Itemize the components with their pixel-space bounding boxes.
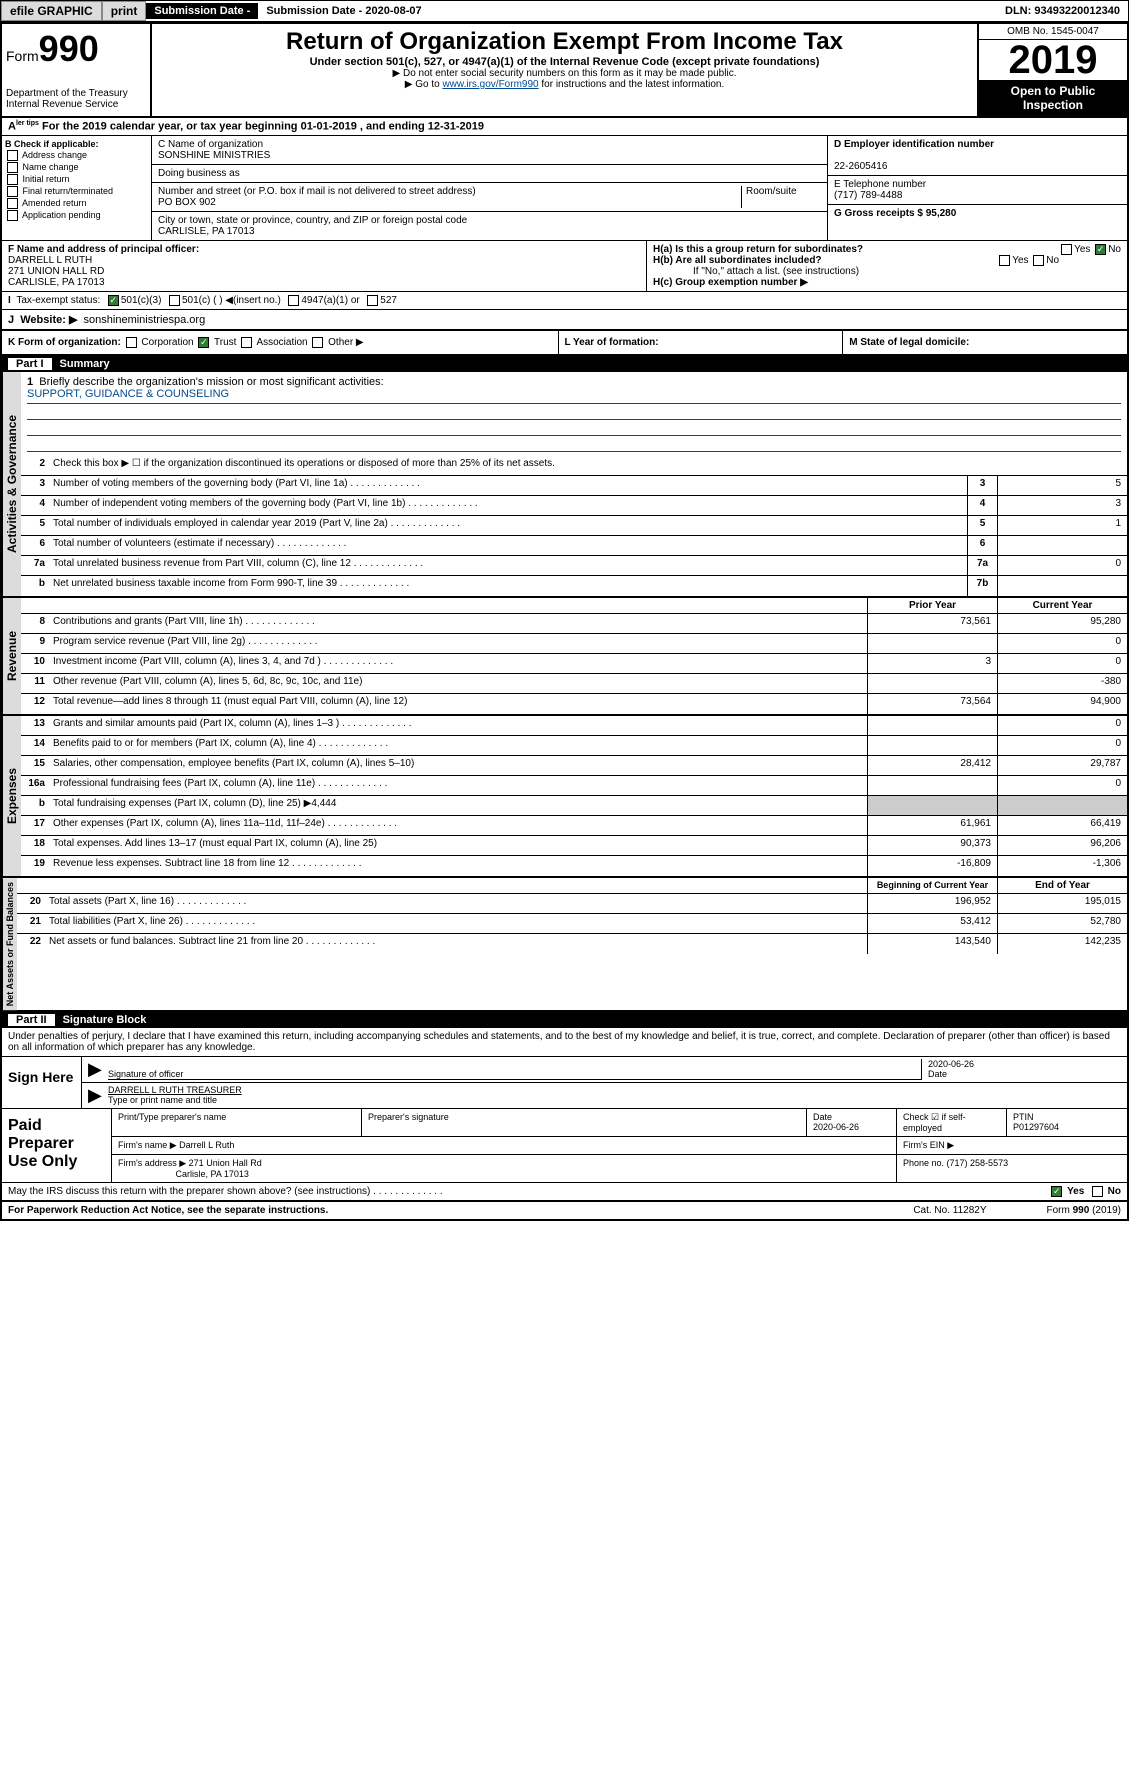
box-b: B Check if applicable: Address change Na…: [2, 136, 152, 240]
expenses-section: Expenses 13Grants and similar amounts pa…: [2, 716, 1127, 878]
dba-cell: Doing business as: [152, 165, 827, 183]
netassets-section: Net Assets or Fund Balances Beginning of…: [2, 878, 1127, 1012]
group-return-cell: H(a) Is this a group return for subordin…: [647, 241, 1127, 291]
revenue-label: Revenue: [2, 598, 21, 714]
perjury-text: Under penalties of perjury, I declare th…: [2, 1028, 1127, 1057]
city-cell: City or town, state or province, country…: [152, 212, 827, 240]
efile-btn[interactable]: efile GRAPHIC: [1, 1, 102, 21]
form-title: Return of Organization Exempt From Incom…: [156, 28, 973, 56]
row-klm: K Form of organization: Corporation ✓ Tr…: [2, 331, 1127, 356]
discuss-row: May the IRS discuss this return with the…: [2, 1183, 1127, 1202]
tax-status-row: I Tax-exempt status: ✓ 501(c)(3) 501(c) …: [2, 292, 1127, 310]
revenue-section: Revenue Prior YearCurrent Year 8Contribu…: [2, 598, 1127, 716]
mission-area: 1 Briefly describe the organization's mi…: [21, 372, 1127, 456]
sign-section: Sign Here ▶ Signature of officer 2020-06…: [2, 1057, 1127, 1109]
form-number: Form990: [6, 28, 146, 70]
footer: For Paperwork Reduction Act Notice, see …: [2, 1202, 1127, 1219]
entity-block: B Check if applicable: Address change Na…: [2, 136, 1127, 241]
irs-link[interactable]: www.irs.gov/Form990: [442, 79, 538, 90]
ein-cell: D Employer identification number22-26054…: [828, 136, 1127, 176]
part2-header: Part IISignature Block: [2, 1012, 1127, 1028]
form-header: Form990 Department of the Treasury Inter…: [2, 24, 1127, 118]
officer-cell: F Name and address of principal officer:…: [2, 241, 647, 291]
sign-here-label: Sign Here: [2, 1057, 82, 1108]
governance-section: Activities & Governance 1 Briefly descri…: [2, 372, 1127, 598]
addr-cell: Number and street (or P.O. box if mail i…: [152, 183, 827, 212]
expenses-label: Expenses: [2, 716, 21, 876]
submission-label: Submission Date -: [146, 3, 258, 19]
form-container: Form990 Department of the Treasury Inter…: [0, 22, 1129, 1221]
form-ref: Form 990 (2019): [1047, 1205, 1121, 1216]
dept-label: Department of the Treasury Internal Reve…: [6, 88, 146, 110]
governance-label: Activities & Governance: [2, 372, 21, 596]
note-ssn: ▶ Do not enter social security numbers o…: [156, 68, 973, 79]
inspection-badge: Open to Public Inspection: [979, 80, 1127, 116]
row-fh: F Name and address of principal officer:…: [2, 241, 1127, 292]
form-subtitle: Under section 501(c), 527, or 4947(a)(1)…: [156, 56, 973, 68]
paid-preparer-section: Paid Preparer Use Only Print/Type prepar…: [2, 1109, 1127, 1183]
phone-cell: E Telephone number(717) 789-4488: [828, 176, 1127, 205]
org-name-cell: C Name of organization SONSHINE MINISTRI…: [152, 136, 827, 165]
website-row: J Website: ▶ sonshineministriespa.org: [2, 310, 1127, 331]
netassets-label: Net Assets or Fund Balances: [2, 878, 17, 1010]
note-link: ▶ Go to www.irs.gov/Form990 for instruct…: [156, 79, 973, 90]
part1-header: Part ISummary: [2, 356, 1127, 372]
period-row: Aler tips For the 2019 calendar year, or…: [2, 118, 1127, 136]
top-bar: efile GRAPHIC print Submission Date - Su…: [0, 0, 1129, 22]
dln: DLN: 93493220012340: [997, 3, 1128, 19]
submission-date: Submission Date - 2020-08-07: [258, 3, 429, 19]
print-btn[interactable]: print: [102, 1, 147, 21]
receipts-cell: G Gross receipts $ 95,280: [828, 205, 1127, 222]
tax-year: 2019: [979, 40, 1127, 80]
paid-preparer-label: Paid Preparer Use Only: [2, 1109, 112, 1182]
